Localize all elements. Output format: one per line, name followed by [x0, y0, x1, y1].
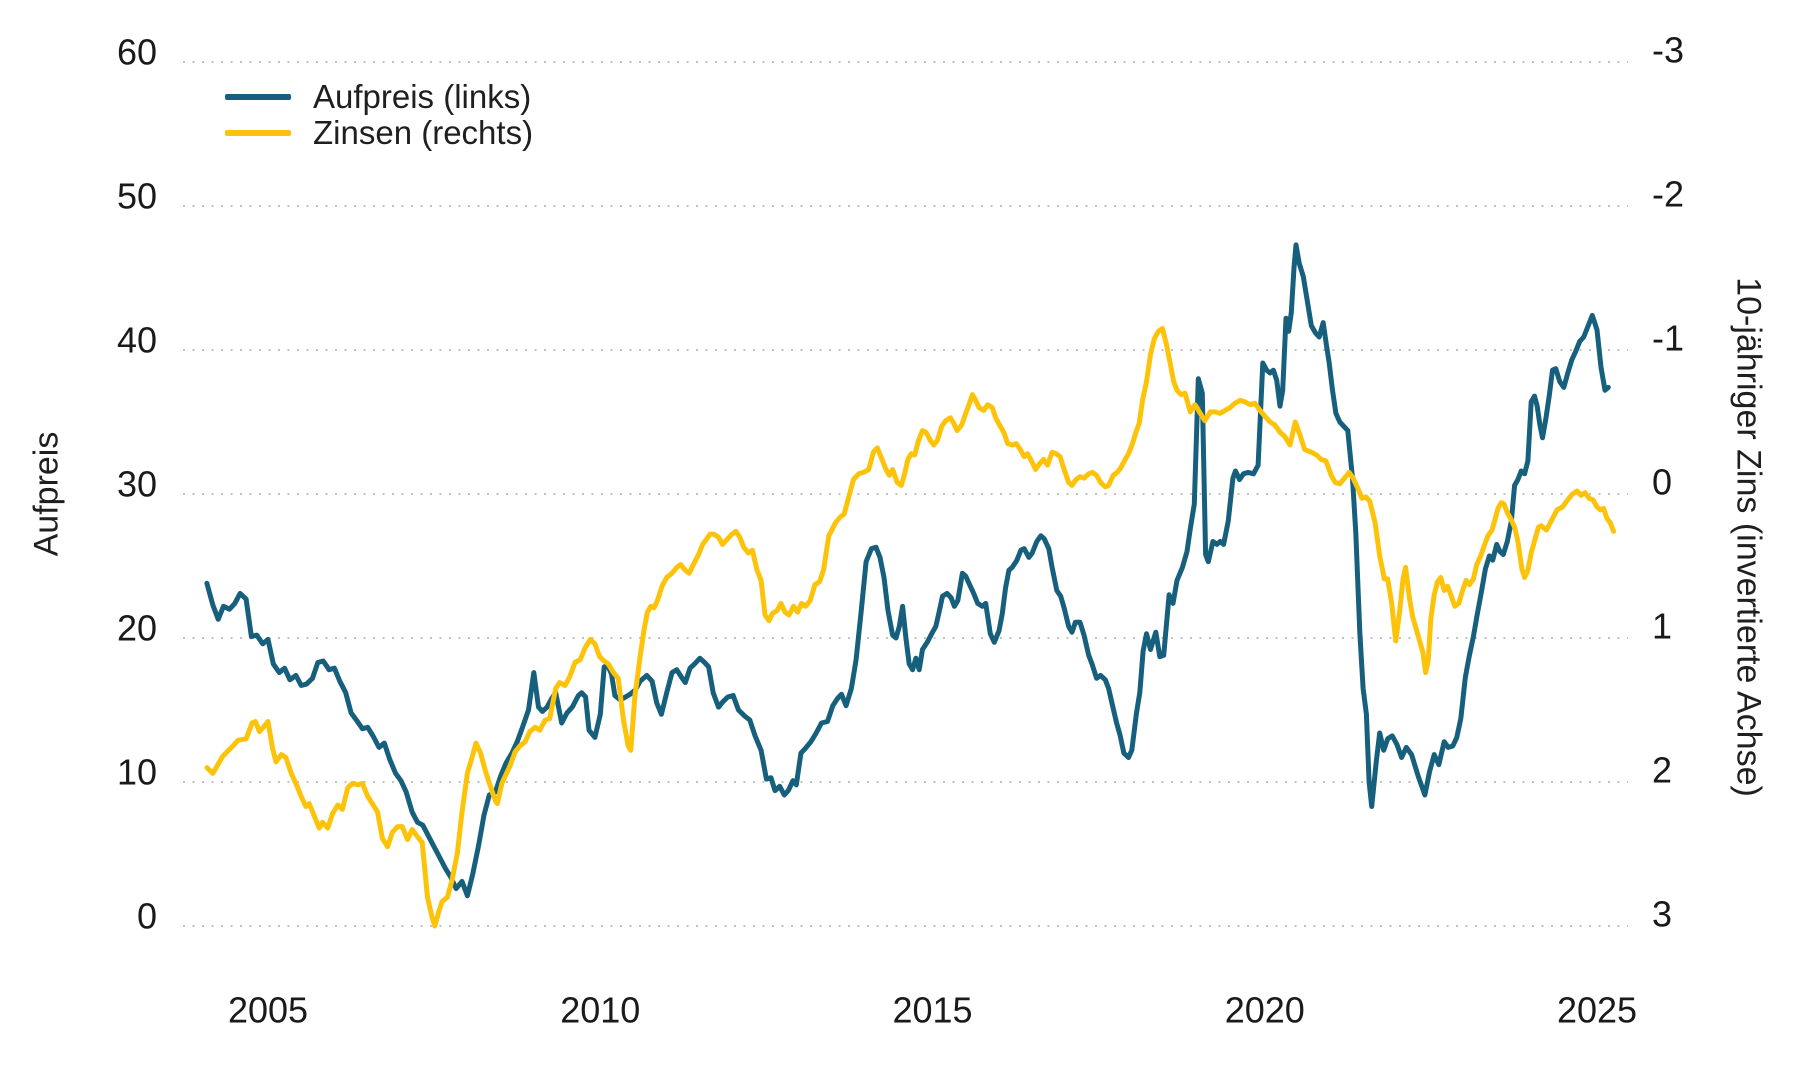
legend-label-aufpreis: Aufpreis (links)	[313, 78, 532, 115]
left-axis-tick-label: 40	[117, 320, 157, 361]
right-axis-tick-label: 2	[1652, 750, 1672, 791]
left-axis-tick-label: 60	[117, 32, 157, 73]
x-axis-tick-label: 2020	[1225, 990, 1305, 1031]
series-line-aufpreis	[204, 242, 1611, 899]
legend-item-zinsen: Zinsen (rechts)	[225, 114, 534, 151]
left-axis-tick-label: 50	[117, 176, 157, 217]
series-line-zinsen	[204, 325, 1617, 929]
legend: Aufpreis (links) Zinsen (rechts)	[225, 78, 534, 151]
x-axis-tick-label: 2025	[1557, 990, 1637, 1031]
right-axis-tick-label: 1	[1652, 606, 1672, 647]
x-axis-tick-label: 2010	[560, 990, 640, 1031]
legend-swatch-zinsen	[225, 130, 291, 136]
legend-swatch-aufpreis	[225, 94, 291, 100]
left-axis-tick-label: 20	[117, 608, 157, 649]
right-axis-tick-label: -1	[1652, 318, 1684, 359]
left-axis-tick-label: 0	[137, 896, 157, 937]
x-axis-tick-label: 2005	[228, 990, 308, 1031]
left-axis-tick-label: 10	[117, 752, 157, 793]
right-axis-tick-label: 0	[1652, 462, 1672, 503]
right-axis-title: 10-jähriger Zins (invertierte Achse)	[1729, 277, 1768, 797]
left-axis-tick-label: 30	[117, 464, 157, 505]
left-axis-title: Aufpreis	[27, 431, 66, 557]
legend-label-zinsen: Zinsen (rechts)	[313, 114, 534, 151]
legend-item-aufpreis: Aufpreis (links)	[225, 78, 533, 115]
x-axis-tick-label: 2015	[892, 990, 972, 1031]
right-axis-tick-label: -3	[1652, 30, 1684, 71]
right-axis-tick-label: 3	[1652, 894, 1672, 935]
right-axis-tick-label: -2	[1652, 174, 1684, 215]
